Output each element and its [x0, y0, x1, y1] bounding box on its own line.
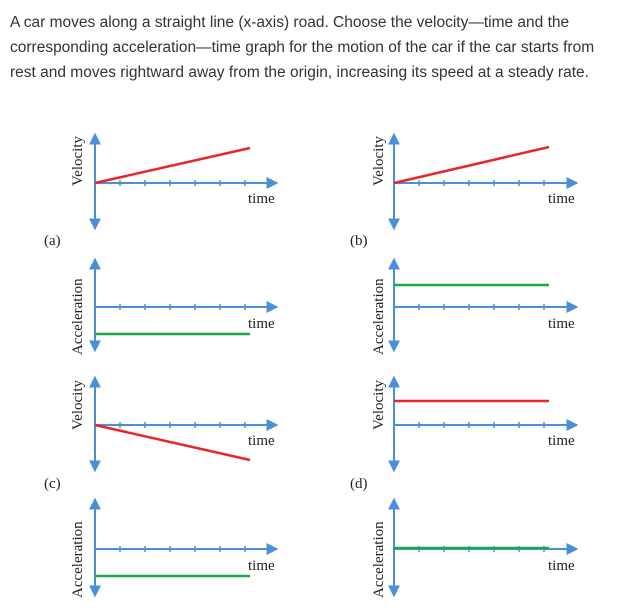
question-line-3: rest and moves rightward away from the o…: [10, 64, 589, 81]
acceleration-axis-label: Acceleration: [70, 278, 86, 355]
option-d-velocity-graph: Velocity time: [371, 375, 579, 473]
option-b-acceleration-graph: Acceleration time: [371, 257, 579, 355]
time-axis-label: time: [548, 316, 575, 332]
velocity-line: [393, 145, 550, 185]
question-line-2: corresponding acceleration—time graph fo…: [10, 39, 595, 56]
velocity-line: [94, 423, 251, 462]
acceleration-axis-label: Acceleration: [371, 278, 387, 355]
time-axis-label: time: [248, 191, 275, 207]
option-c-velocity-graph: Velocity time: [70, 375, 279, 473]
velocity-axis-label: Velocity: [371, 136, 387, 186]
velocity-axis-label: Velocity: [70, 136, 86, 186]
option-label-c: (c): [44, 476, 61, 492]
option-label-a: (a): [44, 233, 61, 249]
acceleration-axis-label: Acceleration: [371, 521, 387, 598]
time-axis-label: time: [248, 558, 275, 574]
option-c-acceleration-graph: Acceleration time: [70, 497, 279, 598]
option-label-d: (d): [350, 476, 368, 492]
question-line-1: A car moves along a straight line (x-axi…: [10, 14, 570, 31]
option-a-velocity-graph: Velocity time: [70, 132, 279, 231]
acceleration-axis-label: Acceleration: [70, 521, 86, 598]
option-a-acceleration-graph: Acceleration time: [70, 257, 279, 355]
time-axis-label: time: [548, 433, 575, 449]
velocity-axis-label: Velocity: [70, 380, 86, 430]
option-label-b: (b): [350, 233, 368, 249]
time-axis-label: time: [548, 191, 575, 207]
time-axis-label: time: [248, 316, 275, 332]
velocity-axis-label: Velocity: [371, 380, 387, 430]
time-axis-label: time: [548, 558, 575, 574]
option-d-acceleration-graph: Acceleration time: [371, 497, 579, 598]
question-text: A car moves along a straight line (x-axi…: [10, 10, 616, 85]
velocity-line: [94, 146, 251, 185]
time-axis-label: time: [248, 433, 275, 449]
option-b-velocity-graph: Velocity time: [371, 132, 579, 231]
